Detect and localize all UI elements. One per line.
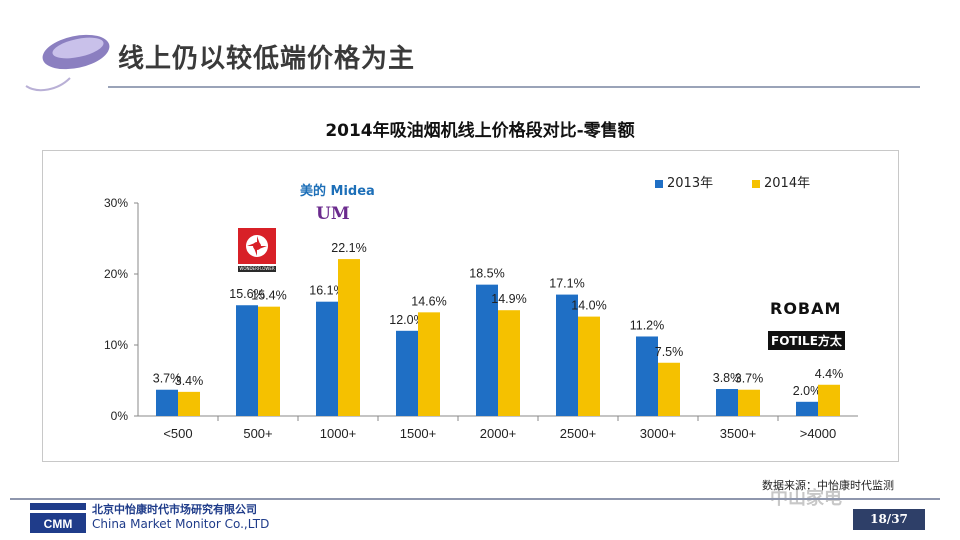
cmm-logo: CMM [30, 503, 86, 533]
page-title: 线上仍以较低端价格为主 [118, 44, 416, 74]
data-source: 数据来源：中怡康时代监测 [762, 479, 894, 492]
company-name-en: China Market Monitor Co.,LTD [92, 517, 270, 531]
robam-logo: ROBAM [770, 299, 842, 318]
um-logo: UM [316, 204, 350, 224]
page-number: 18/37 [853, 509, 925, 530]
fotile-logo: FOTILE方太 [768, 331, 845, 350]
company-name-zh: 北京中怡康时代市场研究有限公司 [92, 503, 257, 516]
legend-label-2014: 2014年 [764, 176, 811, 191]
legend-swatch-2014 [752, 179, 760, 188]
wonderflower-label: WONDERFLOWER [238, 266, 276, 272]
legend-2013: 2013年 [655, 172, 713, 191]
legend-label-2013: 2013年 [667, 176, 714, 191]
midea-logo: 美的 Midea [300, 184, 375, 199]
chart-title: 2014年吸油烟机线上价格段对比-零售额 [325, 121, 635, 141]
legend-2014: 2014年 [752, 172, 810, 191]
legend-swatch-2013 [655, 179, 663, 188]
footer-divider [10, 498, 940, 500]
title-divider [108, 86, 920, 88]
mouse-icon [25, 34, 110, 92]
wonderflower-logo [238, 228, 276, 264]
cmm-logo-text: CMM [44, 517, 73, 531]
flower-icon [246, 235, 268, 257]
